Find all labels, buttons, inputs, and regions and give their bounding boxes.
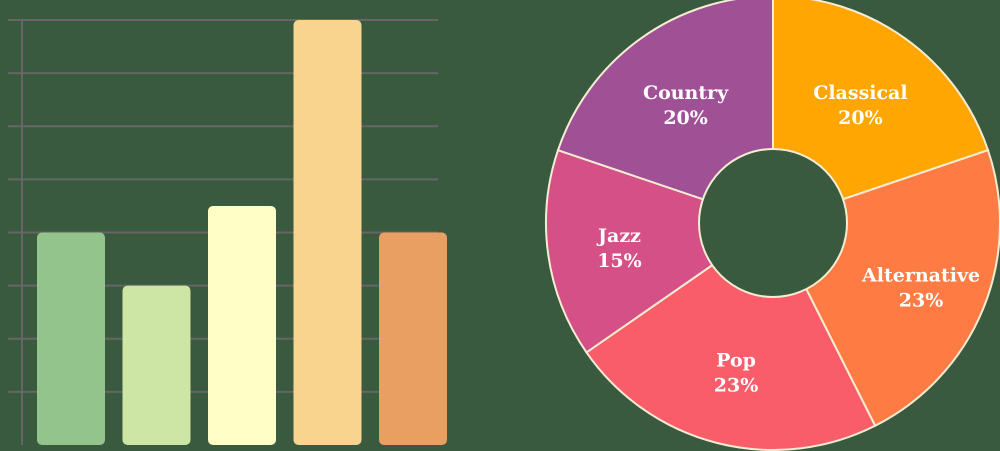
bar	[293, 20, 362, 445]
slice-name-label: Country	[643, 82, 729, 104]
donut-slices	[544, 0, 1000, 451]
slice-name-label: Alternative	[861, 265, 980, 287]
slice-value-label: 23%	[714, 374, 759, 396]
donut-slice	[544, 148, 776, 354]
slice-value-label: 15%	[597, 250, 642, 272]
donut-slice	[556, 0, 774, 225]
slice-value-label: 20%	[838, 107, 883, 129]
donut-slice	[585, 221, 877, 451]
bar-series	[37, 20, 447, 445]
bar	[122, 285, 191, 445]
donut-hole	[698, 148, 848, 298]
slice-name-label: Classical	[813, 82, 907, 104]
bar	[379, 232, 447, 445]
donut-chart: Classical 20% Alternative 23% Pop 23% Jazz 15% C…	[544, 0, 1000, 451]
bar	[37, 232, 105, 445]
donut-slice	[772, 0, 990, 225]
bar	[208, 205, 276, 445]
slice-name-label: Pop	[716, 349, 756, 371]
slice-value-label: 23%	[899, 290, 944, 312]
bar-chart	[8, 19, 447, 445]
bar-tick-marks	[8, 19, 22, 393]
donut-labels: Classical 20% Alternative 23% Pop 23% Jazz 15% C…	[596, 82, 980, 396]
slice-name-label: Jazz	[596, 225, 641, 247]
slice-value-label: 20%	[663, 107, 708, 129]
